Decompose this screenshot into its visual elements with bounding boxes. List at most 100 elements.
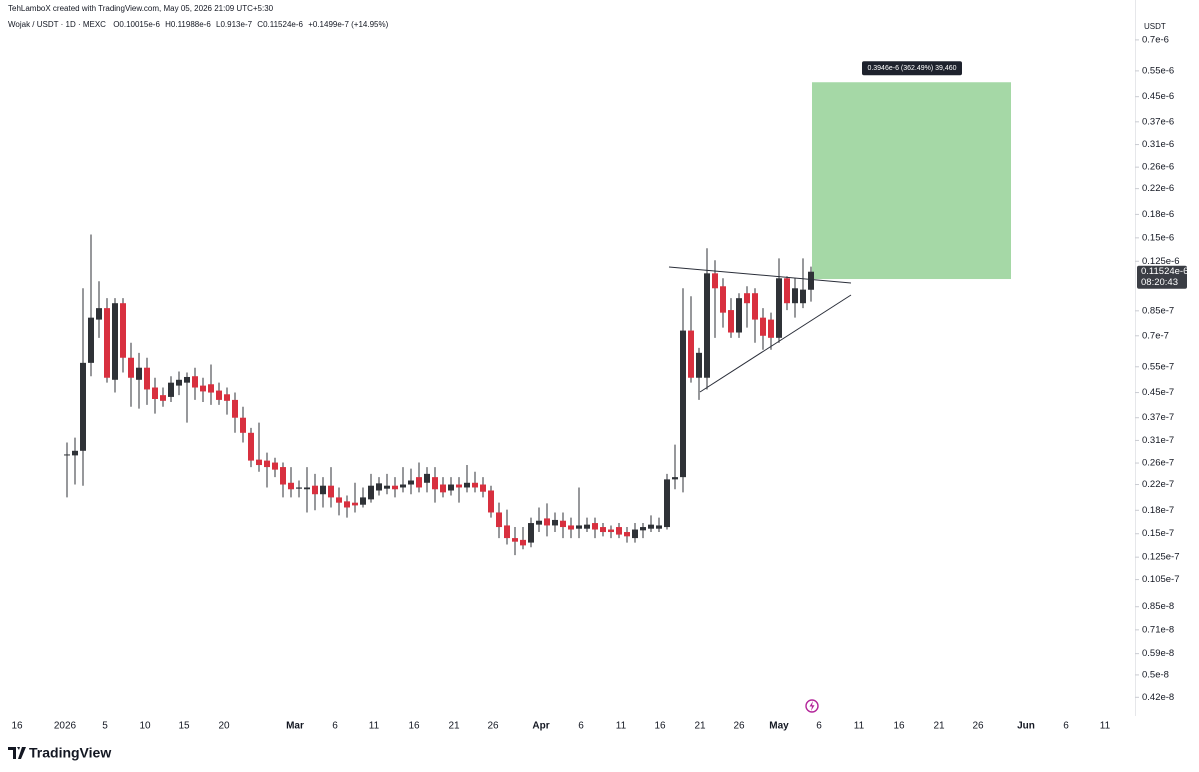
y-tick-label: 0.18e-7 xyxy=(1142,505,1174,516)
x-tick-label: 16 xyxy=(11,721,23,732)
candle-body xyxy=(64,454,70,456)
candle-body xyxy=(472,482,478,488)
candle-body xyxy=(496,512,502,528)
y-tick-label: 0.85e-7 xyxy=(1142,305,1174,316)
candle-body xyxy=(664,479,670,528)
candle-body xyxy=(336,497,342,503)
candle-body xyxy=(528,523,534,543)
legend-high: H0.11988e-6 xyxy=(165,20,211,29)
legend-open: O0.10015e-6 xyxy=(113,20,160,29)
legend: Wojak / USDT · 1D · MEXC O0.10015e-6 H0.… xyxy=(8,20,389,29)
candle-body xyxy=(384,485,390,489)
candle-body xyxy=(512,538,518,542)
candle-body xyxy=(648,524,654,529)
candle-body xyxy=(736,298,742,333)
x-tick-label: 21 xyxy=(448,721,460,732)
candle-body xyxy=(456,484,462,488)
candle-body xyxy=(776,278,782,338)
candle-body xyxy=(672,477,678,480)
x-tick-label: Mar xyxy=(286,721,304,732)
y-tick-label: 0.7e-7 xyxy=(1142,330,1169,341)
candle-body xyxy=(440,484,446,493)
x-tick-label: 6 xyxy=(1063,721,1069,732)
candle-body xyxy=(304,487,310,490)
candle-body xyxy=(296,487,302,489)
candle-body xyxy=(184,376,190,383)
candle-body xyxy=(144,367,150,390)
candle-body xyxy=(400,484,406,488)
legend-change: +0.1499e-7 (+14.95%) xyxy=(308,20,388,29)
trend-line-upper xyxy=(668,266,852,284)
candle-body xyxy=(784,278,790,304)
candle-body xyxy=(72,450,78,456)
candle-body xyxy=(232,399,238,418)
x-tick-label: 26 xyxy=(487,721,499,732)
trend-line-lower xyxy=(699,294,852,393)
x-tick-label: 6 xyxy=(816,721,822,732)
x-tick-label: 21 xyxy=(933,721,945,732)
y-tick-label: 0.125e-7 xyxy=(1142,552,1180,563)
candle-body xyxy=(264,460,270,468)
y-tick-label: 0.15e-6 xyxy=(1142,232,1174,243)
x-tick-label: 21 xyxy=(694,721,706,732)
y-tick-label: 0.85e-8 xyxy=(1142,601,1174,612)
candle-body xyxy=(288,482,294,490)
y-tick-label: 0.42e-8 xyxy=(1142,692,1174,703)
y-tick-label: 0.55e-6 xyxy=(1142,65,1174,76)
y-tick-label: 0.31e-7 xyxy=(1142,435,1174,446)
x-tick-label: 5 xyxy=(102,721,108,732)
candle-body xyxy=(656,525,662,529)
candle-body xyxy=(272,462,278,470)
x-tick-label: 11 xyxy=(616,721,627,732)
x-tick-label: Jun xyxy=(1017,721,1035,732)
replay-bolt[interactable] xyxy=(809,701,815,711)
candle-body xyxy=(720,286,726,313)
x-tick-label: 11 xyxy=(369,721,380,732)
candle-body xyxy=(640,527,646,531)
candle-body xyxy=(704,273,710,378)
legend-symbol: Wojak / USDT · 1D · MEXC xyxy=(8,20,106,29)
candle-body xyxy=(688,330,694,378)
candle-body xyxy=(680,330,686,478)
candle-body xyxy=(136,367,142,380)
candle-body xyxy=(792,288,798,304)
candle-body xyxy=(800,289,806,304)
replay-icon[interactable] xyxy=(805,699,819,713)
x-tick-label: 16 xyxy=(893,721,905,732)
axis-layer: 0.7e-6 0.55e-6 0.45e-6 0.37e-6 0.31e-6 0.26e-… xyxy=(11,34,1188,731)
last-price-label: 0.11524e-6 xyxy=(1141,266,1188,277)
y-tick-label: 0.7e-6 xyxy=(1142,34,1169,45)
candle-layer xyxy=(64,234,814,556)
candle-body xyxy=(576,525,582,529)
candle-body xyxy=(416,477,422,488)
candle-body xyxy=(712,273,718,289)
last-price-box xyxy=(1137,265,1187,289)
candle-body xyxy=(208,384,214,393)
candle-body xyxy=(256,459,262,466)
candle-body xyxy=(744,293,750,304)
candle-body xyxy=(544,518,550,526)
candle-body xyxy=(552,519,558,526)
x-tick-label: 11 xyxy=(854,721,865,732)
replay-circle[interactable] xyxy=(805,699,819,713)
candle-body xyxy=(80,362,86,451)
candle-body xyxy=(536,520,542,525)
x-tick-label: 10 xyxy=(139,721,151,732)
candle-body xyxy=(248,432,254,461)
candle-body xyxy=(624,532,630,537)
candle-body xyxy=(768,319,774,338)
candle-body xyxy=(600,527,606,533)
header: TehLamboX created with TradingView.com, … xyxy=(8,4,274,13)
x-tick-label: 15 xyxy=(178,721,190,732)
candle-body xyxy=(328,485,334,498)
legend-low: L0.913e-7 xyxy=(216,20,253,29)
candle-body xyxy=(592,523,598,530)
brand-name: TradingView xyxy=(29,745,111,761)
brand-logo xyxy=(8,747,26,759)
candle-body xyxy=(280,467,286,485)
x-tick-label: Apr xyxy=(532,721,549,732)
x-tick-label: 20 xyxy=(218,721,230,732)
y-tick-label: 0.71e-8 xyxy=(1142,624,1174,635)
